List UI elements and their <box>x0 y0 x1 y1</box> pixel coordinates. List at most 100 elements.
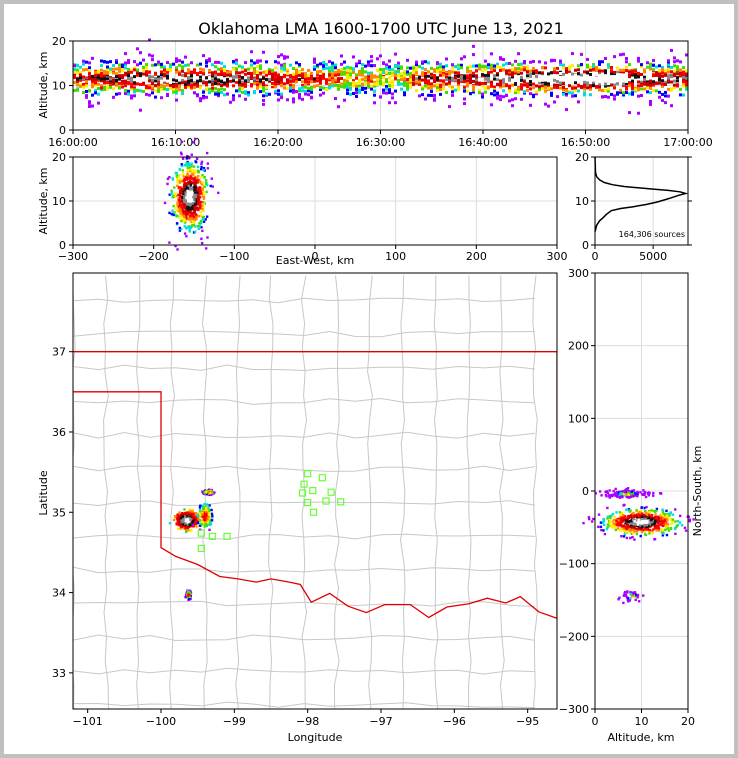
density-cell <box>235 80 238 84</box>
density-cell <box>187 163 190 167</box>
density-cell <box>178 63 181 67</box>
density-cell <box>217 94 220 98</box>
density-cell <box>115 75 118 79</box>
density-cell <box>617 523 621 527</box>
density-cell <box>640 512 644 516</box>
density-cell <box>604 82 607 86</box>
density-cell <box>644 495 648 499</box>
density-cell <box>373 89 376 93</box>
density-cell <box>484 75 487 79</box>
density-cell <box>574 86 577 90</box>
density-cell <box>409 84 412 88</box>
density-cell <box>625 69 628 73</box>
density-cell <box>667 59 670 63</box>
density-cell <box>178 59 181 63</box>
density-cell <box>631 71 634 75</box>
density-cell <box>184 199 188 203</box>
density-cell <box>274 82 277 86</box>
density-cell <box>325 80 328 84</box>
density-cell <box>274 85 277 89</box>
density-cell <box>648 519 651 522</box>
density-cell <box>652 494 655 497</box>
density-cell <box>685 76 688 80</box>
density-cell <box>535 78 538 82</box>
density-cell <box>176 248 179 251</box>
density-cell <box>601 76 604 80</box>
density-cell <box>289 86 292 90</box>
density-cell <box>364 64 367 68</box>
density-cell <box>616 79 619 83</box>
density-cell <box>184 212 187 215</box>
density-cell <box>609 520 612 523</box>
density-cell <box>639 491 642 494</box>
density-cell <box>439 79 442 83</box>
density-cell <box>127 70 130 74</box>
density-cell <box>617 522 620 525</box>
density-cell <box>502 63 505 67</box>
lightning-source <box>187 520 190 523</box>
density-cell <box>601 80 604 84</box>
density-cell <box>91 81 94 85</box>
lightning-source <box>198 506 202 509</box>
density-cell <box>511 104 514 108</box>
density-cell <box>88 104 91 108</box>
density-cell <box>217 82 220 86</box>
density-cell <box>180 164 184 168</box>
density-cell <box>646 82 649 86</box>
density-cell <box>247 67 250 71</box>
lightning-source <box>211 491 214 494</box>
density-cell <box>520 97 523 101</box>
density-cell <box>553 78 556 82</box>
density-cell <box>535 92 538 96</box>
density-cell <box>232 60 235 64</box>
density-cell <box>597 513 601 516</box>
density-cell <box>76 77 79 81</box>
density-cell <box>202 166 206 170</box>
lightning-source <box>205 511 209 514</box>
density-cell <box>172 62 175 66</box>
density-cell <box>589 72 592 76</box>
density-cell <box>214 86 217 90</box>
density-cell <box>520 62 523 66</box>
density-cell <box>493 64 496 68</box>
density-cell <box>185 212 189 216</box>
density-cell <box>583 75 586 79</box>
density-cell <box>226 80 229 84</box>
density-cell <box>499 56 502 60</box>
density-cell <box>188 199 191 202</box>
density-cell <box>433 74 436 78</box>
density-cell <box>657 517 660 520</box>
density-cell <box>283 63 286 67</box>
density-cell <box>328 82 331 86</box>
density-cell <box>421 85 424 89</box>
density-cell <box>94 77 97 81</box>
density-cell <box>115 59 118 63</box>
density-cell <box>649 62 652 66</box>
density-cell <box>265 60 268 64</box>
density-cell <box>295 75 298 79</box>
density-cell <box>198 214 201 218</box>
density-cell <box>617 491 620 495</box>
density-cell <box>349 69 352 73</box>
density-cell <box>623 533 627 536</box>
density-cell <box>511 68 514 72</box>
density-cell <box>186 226 189 229</box>
density-cell <box>412 74 415 78</box>
density-cell <box>574 81 577 85</box>
density-cell <box>358 84 361 88</box>
x-tick-label: 16:00:00 <box>48 136 97 149</box>
density-cell <box>322 60 325 64</box>
density-cell <box>358 88 361 92</box>
density-cell <box>265 69 268 73</box>
density-cell <box>154 63 157 67</box>
density-cell <box>415 89 418 93</box>
density-cell <box>319 81 322 85</box>
density-cell <box>139 72 142 76</box>
density-cell <box>625 78 628 82</box>
density-cell <box>526 74 529 78</box>
density-cell <box>88 100 91 104</box>
density-cell <box>196 176 199 180</box>
density-cell <box>262 102 265 106</box>
density-cell <box>182 212 185 215</box>
density-cell <box>614 526 617 529</box>
